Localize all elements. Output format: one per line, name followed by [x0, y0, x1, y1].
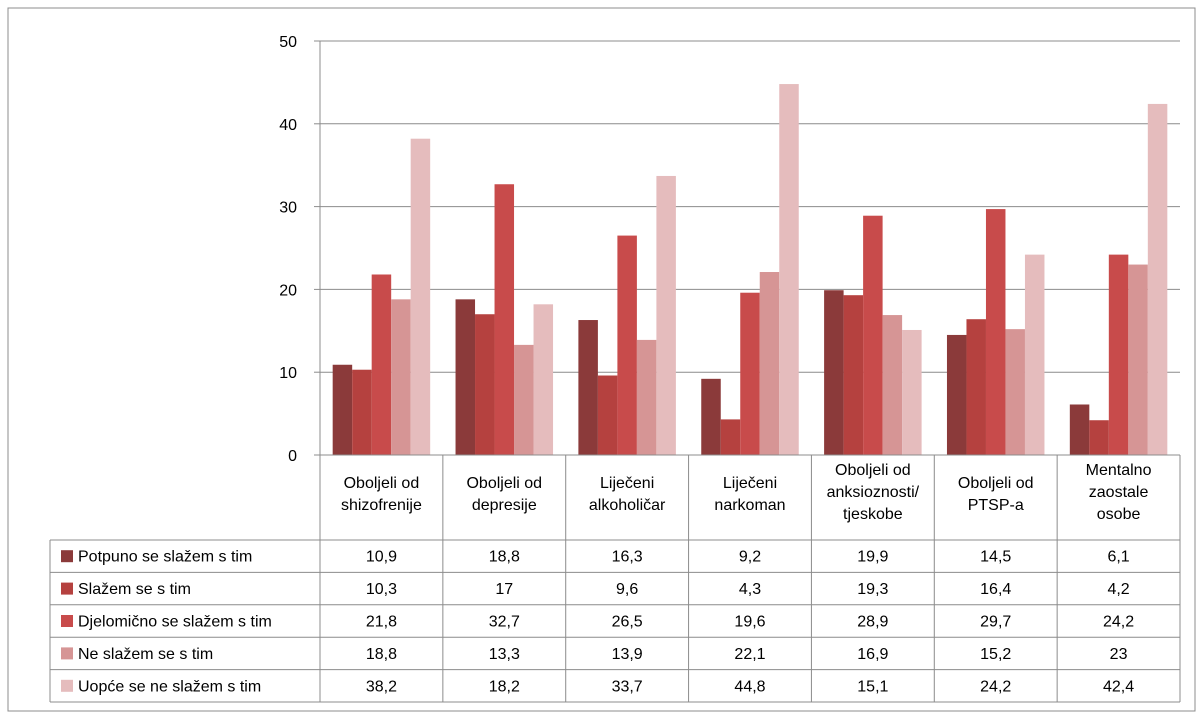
data-label: 13,9	[612, 646, 643, 663]
y-tick-label: 20	[279, 282, 297, 299]
bar	[824, 290, 844, 455]
bar	[533, 304, 554, 455]
bar	[946, 334, 967, 455]
data-label: 9,2	[739, 549, 761, 566]
data-label: 6,1	[1107, 549, 1129, 566]
data-label: 44,8	[734, 678, 765, 695]
data-label: 4,2	[1107, 581, 1129, 598]
y-tick-label: 40	[279, 117, 297, 134]
legend-key	[61, 615, 73, 627]
data-label: 10,9	[366, 549, 397, 566]
y-tick-label: 30	[279, 200, 297, 217]
bar	[966, 319, 986, 455]
data-label: 10,3	[366, 581, 397, 598]
bar	[902, 329, 922, 455]
bar	[1024, 254, 1045, 455]
y-tick-label: 10	[279, 365, 297, 382]
bar	[617, 235, 637, 455]
data-label: 19,9	[857, 549, 888, 566]
bar	[720, 419, 741, 455]
y-tick-label: 0	[288, 448, 297, 465]
bar	[578, 320, 598, 455]
x-category-label: Oboljeli od PTSP-a	[958, 475, 1034, 514]
data-label: 28,9	[857, 614, 888, 631]
x-category-label: Oboljeli od anksioznosti/tjeskobe	[827, 462, 920, 523]
legend-label: Uopće se ne slažem s tim	[78, 678, 261, 695]
data-label: 9,6	[616, 581, 638, 598]
bar	[514, 344, 534, 455]
data-label: 17	[495, 581, 513, 598]
bar	[371, 274, 392, 455]
bar	[636, 339, 657, 455]
bar	[1128, 264, 1148, 455]
bar	[863, 215, 883, 455]
data-label: 4,3	[739, 581, 761, 598]
data-label: 26,5	[612, 614, 643, 631]
bar	[1005, 329, 1025, 455]
x-category-label: Liječeni alkoholičar	[589, 475, 666, 514]
bar	[701, 378, 721, 455]
x-category-label: Mentalno zaostale osobe	[1086, 462, 1152, 523]
bar	[597, 375, 618, 455]
data-label: 15,1	[857, 678, 888, 695]
data-label: 38,2	[366, 678, 397, 695]
data-label: 16,4	[980, 581, 1011, 598]
x-category-label: Oboljeli od depresije	[466, 475, 542, 514]
bar	[1108, 254, 1129, 455]
x-category-label: Oboljeli od shizofrenije	[341, 475, 422, 514]
bar	[759, 272, 780, 455]
axes: 0 10 20 30 40 50	[279, 34, 321, 465]
data-table: Oboljeli od shizofrenije Oboljeli od depres…	[49, 454, 1181, 703]
legend-key	[61, 582, 73, 595]
bar	[494, 184, 515, 455]
data-label: 13,3	[489, 646, 520, 663]
data-label: 18,2	[489, 678, 520, 695]
bar	[352, 369, 372, 455]
data-label: 18,8	[489, 549, 520, 566]
bar	[1089, 420, 1109, 455]
data-label: 16,9	[857, 646, 888, 663]
bar	[455, 299, 476, 455]
data-label: 23	[1110, 646, 1128, 663]
bar	[656, 175, 676, 456]
bar	[779, 84, 799, 455]
data-label: 14,5	[980, 549, 1011, 566]
bars	[332, 84, 1168, 456]
x-category-label: Liječeni narkoman	[714, 475, 785, 514]
data-label: 18,8	[366, 646, 397, 663]
data-label: 32,7	[489, 614, 520, 631]
legend-label: Potpuno se slažem s tim	[78, 549, 252, 566]
data-label: 42,4	[1103, 678, 1134, 695]
data-label: 22,1	[734, 646, 765, 663]
bar	[1147, 103, 1168, 455]
legend-label: Djelomično se slažem s tim	[78, 614, 272, 631]
legend-label: Ne slažem se s tim	[78, 646, 213, 663]
legend-key	[61, 550, 73, 563]
bar	[843, 295, 864, 455]
bar	[882, 315, 903, 455]
bar	[475, 314, 495, 455]
data-label: 24,2	[980, 678, 1011, 695]
data-label: 24,2	[1103, 614, 1134, 631]
data-label: 21,8	[366, 614, 397, 631]
data-label: 16,3	[612, 549, 643, 566]
legend-key	[61, 647, 73, 660]
bar	[410, 138, 431, 456]
data-label: 19,3	[857, 581, 888, 598]
legend-key	[61, 679, 73, 692]
bar	[1069, 404, 1090, 455]
data-label: 29,7	[980, 614, 1011, 631]
data-label: 33,7	[612, 678, 643, 695]
legend-label: Slažem se s tim	[78, 581, 191, 598]
bar	[985, 209, 1006, 455]
data-label: 19,6	[734, 614, 765, 631]
bar	[391, 299, 411, 455]
y-tick-label: 50	[279, 34, 297, 51]
data-label: 15,2	[980, 646, 1011, 663]
bar	[740, 292, 760, 455]
bar	[332, 364, 353, 455]
